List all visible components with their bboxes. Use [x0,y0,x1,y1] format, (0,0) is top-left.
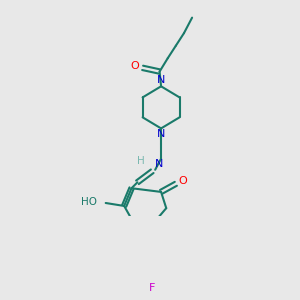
Text: F: F [149,283,155,293]
Text: HO: HO [81,197,97,207]
Text: H: H [136,156,144,166]
Text: O: O [179,176,188,186]
Text: N: N [155,159,163,169]
Text: O: O [131,61,140,71]
Text: N: N [157,75,165,85]
Text: N: N [157,129,165,139]
